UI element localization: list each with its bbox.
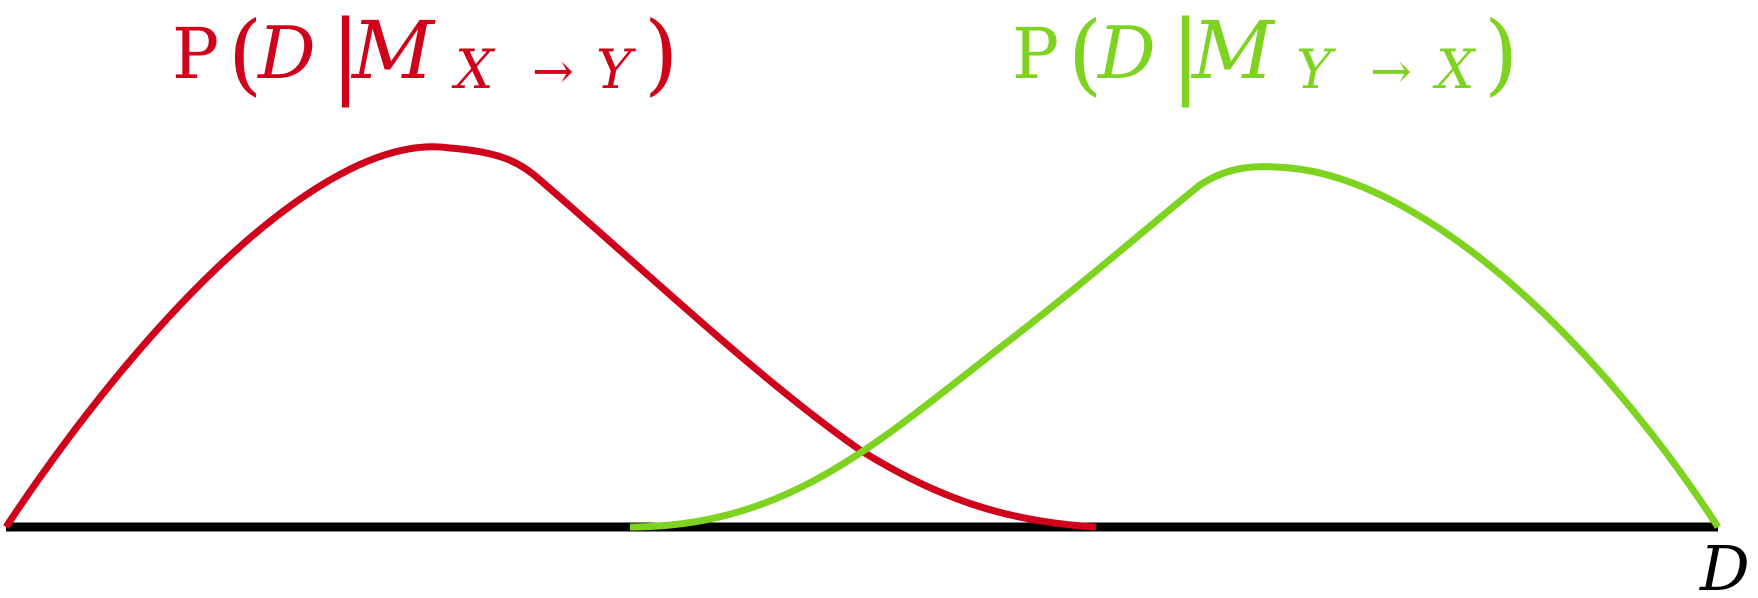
model-yx-evidence-curve [629, 163, 1721, 531]
model-xy-prob-symbol: P [172, 13, 219, 95]
model-yx-given-bar: | [1170, 1, 1201, 108]
model-yx-model-symbol: M [1190, 4, 1276, 97]
model-xy-model-symbol: M [350, 4, 436, 97]
model-yx-subscript-from: Y [1296, 38, 1336, 101]
model-yx-prob-symbol: P [1012, 13, 1059, 95]
model-xy-label: P ( D | M X → Y ) [172, 1, 678, 108]
model-yx-arrow: → [1370, 42, 1412, 100]
model-yx-open-paren: ( [1068, 2, 1102, 105]
model-xy-open-paren: ( [228, 2, 262, 105]
model-xy-arrow: → [532, 42, 574, 100]
model-xy-close-paren: ) [644, 2, 678, 105]
model-yx-subscript-to: X [1432, 38, 1477, 101]
model-yx-close-paren: ) [1484, 2, 1518, 105]
model-yx-label: P ( D | M Y → X ) [1012, 1, 1518, 108]
model-xy-subscript-to: Y [596, 38, 636, 101]
model-xy-evidence-curve [3, 143, 1097, 531]
axis-label-data: D [1699, 532, 1750, 598]
model-yx-data-symbol: D [1096, 11, 1156, 95]
model-xy-given-bar: | [330, 1, 361, 108]
model-xy-data-symbol: D [256, 11, 316, 95]
model-xy-subscript-from: X [451, 38, 496, 101]
